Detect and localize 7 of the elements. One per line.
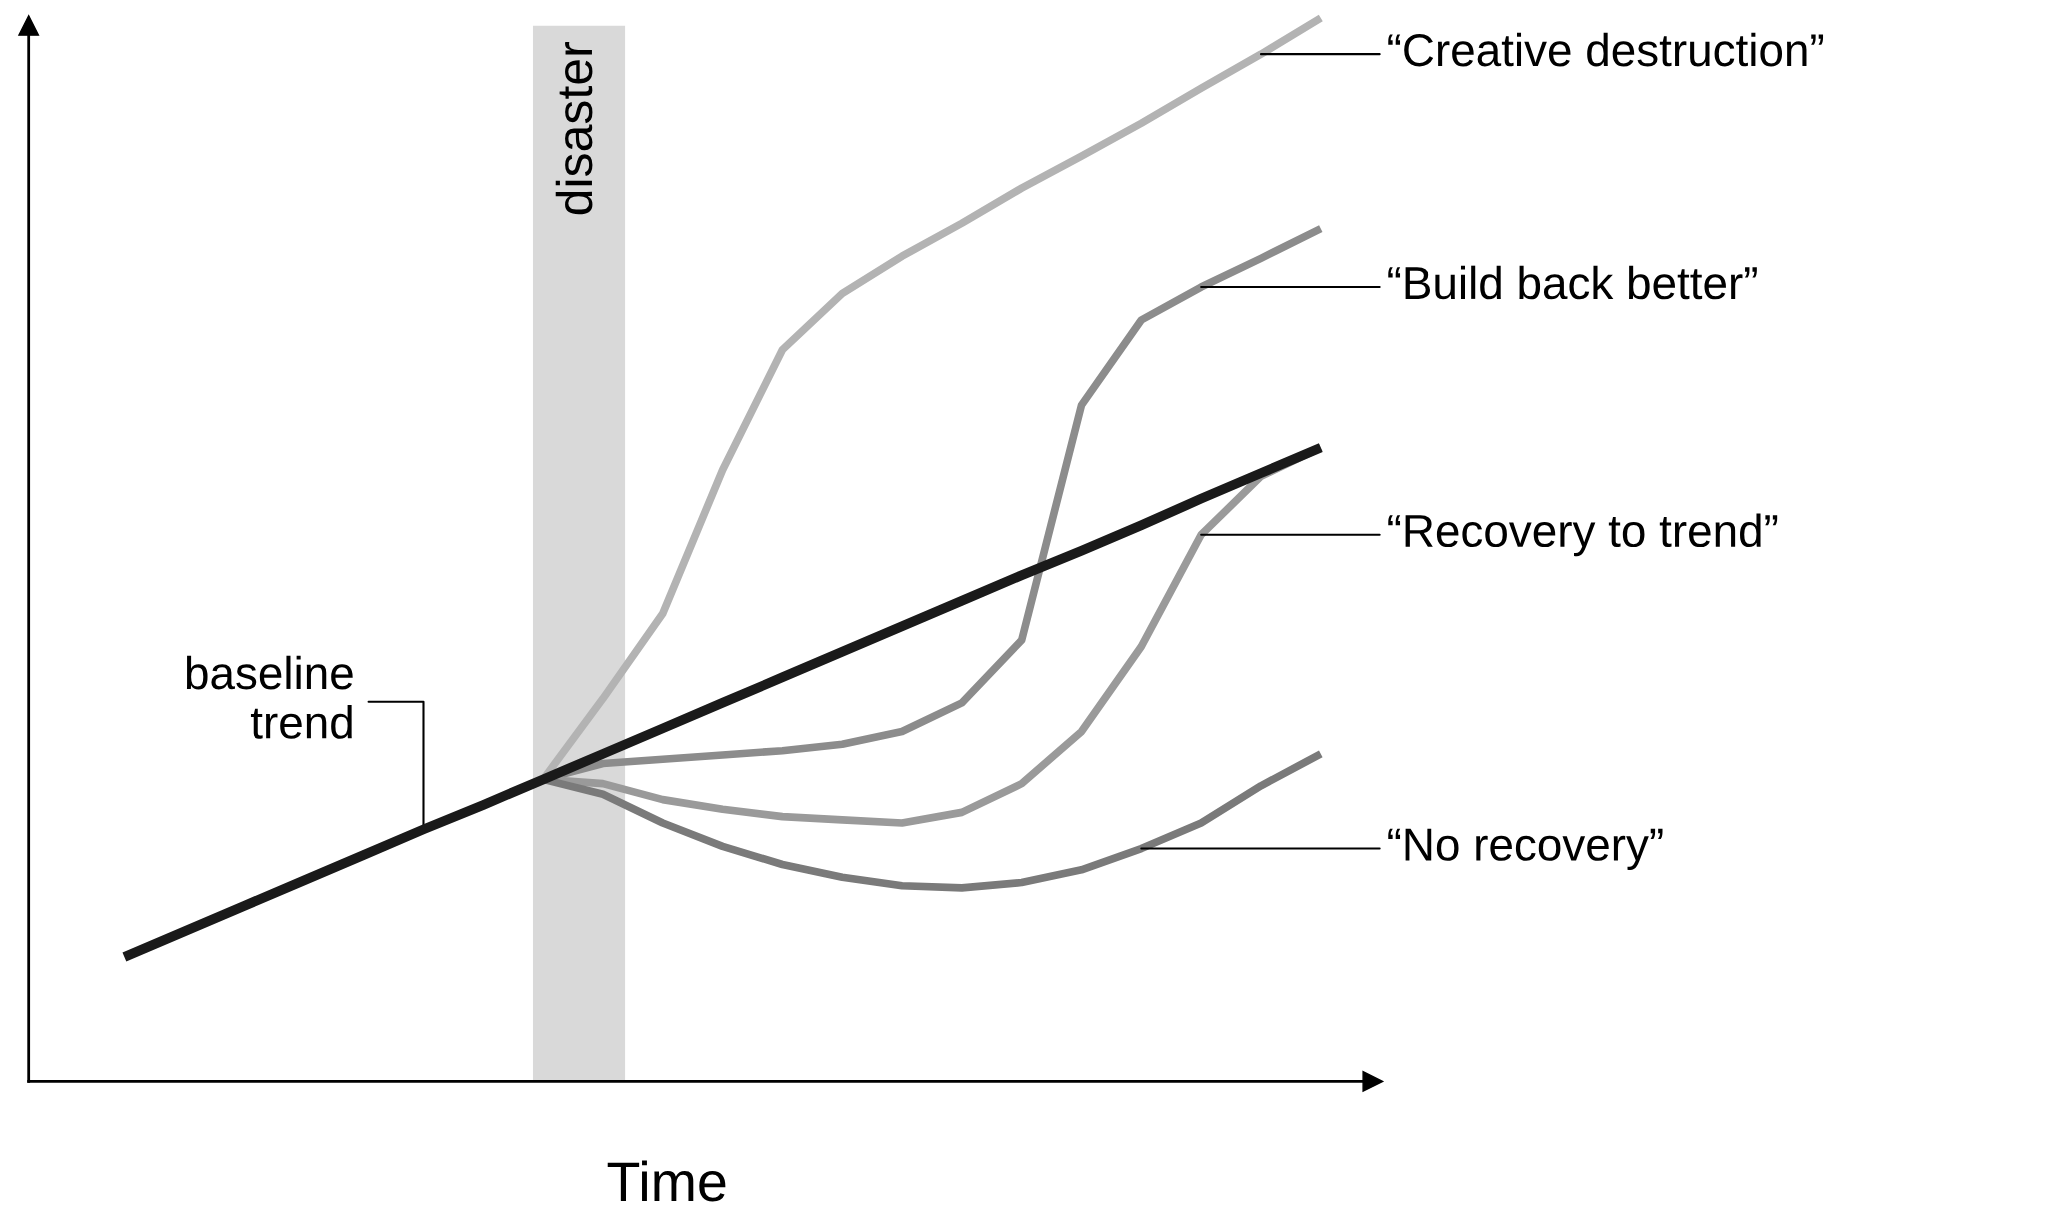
text: “Recovery to trend” xyxy=(1388,513,1778,557)
text: “No recovery” xyxy=(1388,828,1663,870)
x-axis-title: Time xyxy=(607,1160,726,1202)
series-label: “Build back better” xyxy=(1388,265,1757,300)
annotation: disaster xyxy=(555,42,593,215)
series-label: “Creative destruction” xyxy=(1388,32,1824,67)
text: baseline trend xyxy=(186,655,353,739)
